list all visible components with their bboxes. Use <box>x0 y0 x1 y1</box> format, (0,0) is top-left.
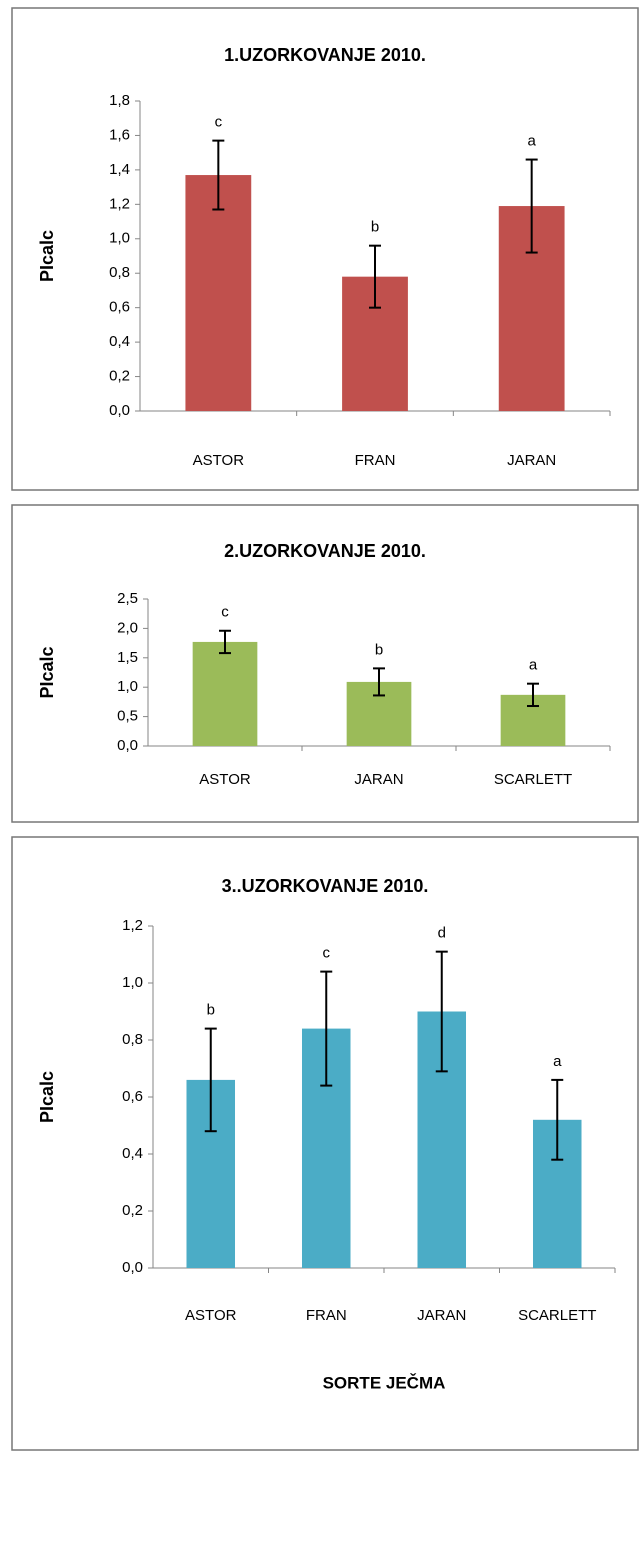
bar <box>192 641 258 746</box>
y-tick-label: 0,8 <box>109 264 130 281</box>
y-axis-label: PIcalc <box>37 646 57 698</box>
bar <box>185 175 252 411</box>
x-tick-label: SCARLETT <box>518 1307 596 1324</box>
y-tick-label: 0,6 <box>122 1088 143 1105</box>
x-tick-label: ASTOR <box>193 452 245 469</box>
y-tick-label: 0,2 <box>109 368 130 385</box>
annotation: a <box>529 657 538 674</box>
annotation: b <box>207 1002 215 1019</box>
y-tick-label: 1,4 <box>109 161 130 178</box>
panel-border <box>11 504 639 823</box>
chart-title: 1.UZORKOVANJE 2010. <box>224 45 426 65</box>
annotation: a <box>527 133 536 150</box>
x-tick-label: ASTOR <box>199 771 251 788</box>
panel-border <box>11 836 639 1451</box>
annotation: c <box>215 114 223 131</box>
x-tick-label: FRAN <box>355 452 396 469</box>
y-tick-label: 0,0 <box>109 402 130 419</box>
y-tick-label: 0,0 <box>122 1259 143 1276</box>
y-tick-label: 1,5 <box>117 649 138 666</box>
y-tick-label: 0,4 <box>109 333 130 350</box>
y-tick-label: 2,0 <box>117 619 138 636</box>
y-tick-label: 0,0 <box>117 737 138 754</box>
annotation: c <box>221 604 229 621</box>
annotation: b <box>375 641 383 658</box>
x-tick-label: JARAN <box>417 1307 466 1324</box>
x-tick-label: JARAN <box>354 771 403 788</box>
chart-title: 2.UZORKOVANJE 2010. <box>224 541 426 561</box>
y-tick-label: 1,0 <box>122 974 143 991</box>
y-tick-label: 1,0 <box>109 230 130 247</box>
annotation: d <box>438 925 446 942</box>
x-tick-label: SCARLETT <box>494 771 572 788</box>
y-tick-label: 0,4 <box>122 1145 143 1162</box>
annotation: b <box>371 219 379 236</box>
y-axis-label: PIcalc <box>37 1071 57 1123</box>
x-tick-label: FRAN <box>306 1307 347 1324</box>
y-tick-label: 1,6 <box>109 126 130 143</box>
y-tick-label: 0,5 <box>117 708 138 725</box>
y-tick-label: 1,2 <box>109 195 130 212</box>
x-axis-label: SORTE JEČMA <box>323 1373 446 1392</box>
annotation: a <box>553 1053 562 1070</box>
annotation: c <box>323 945 331 962</box>
x-tick-label: ASTOR <box>185 1307 237 1324</box>
y-tick-label: 2,5 <box>117 590 138 607</box>
x-tick-label: JARAN <box>507 452 556 469</box>
y-tick-label: 0,8 <box>122 1031 143 1048</box>
y-tick-label: 1,0 <box>117 678 138 695</box>
panel-border <box>11 7 639 491</box>
chart-title: 3..UZORKOVANJE 2010. <box>222 876 429 896</box>
y-tick-label: 1,2 <box>122 917 143 934</box>
y-axis-label: PIcalc <box>37 230 57 282</box>
y-tick-label: 0,6 <box>109 299 130 316</box>
y-tick-label: 1,8 <box>109 92 130 109</box>
y-tick-label: 0,2 <box>122 1202 143 1219</box>
